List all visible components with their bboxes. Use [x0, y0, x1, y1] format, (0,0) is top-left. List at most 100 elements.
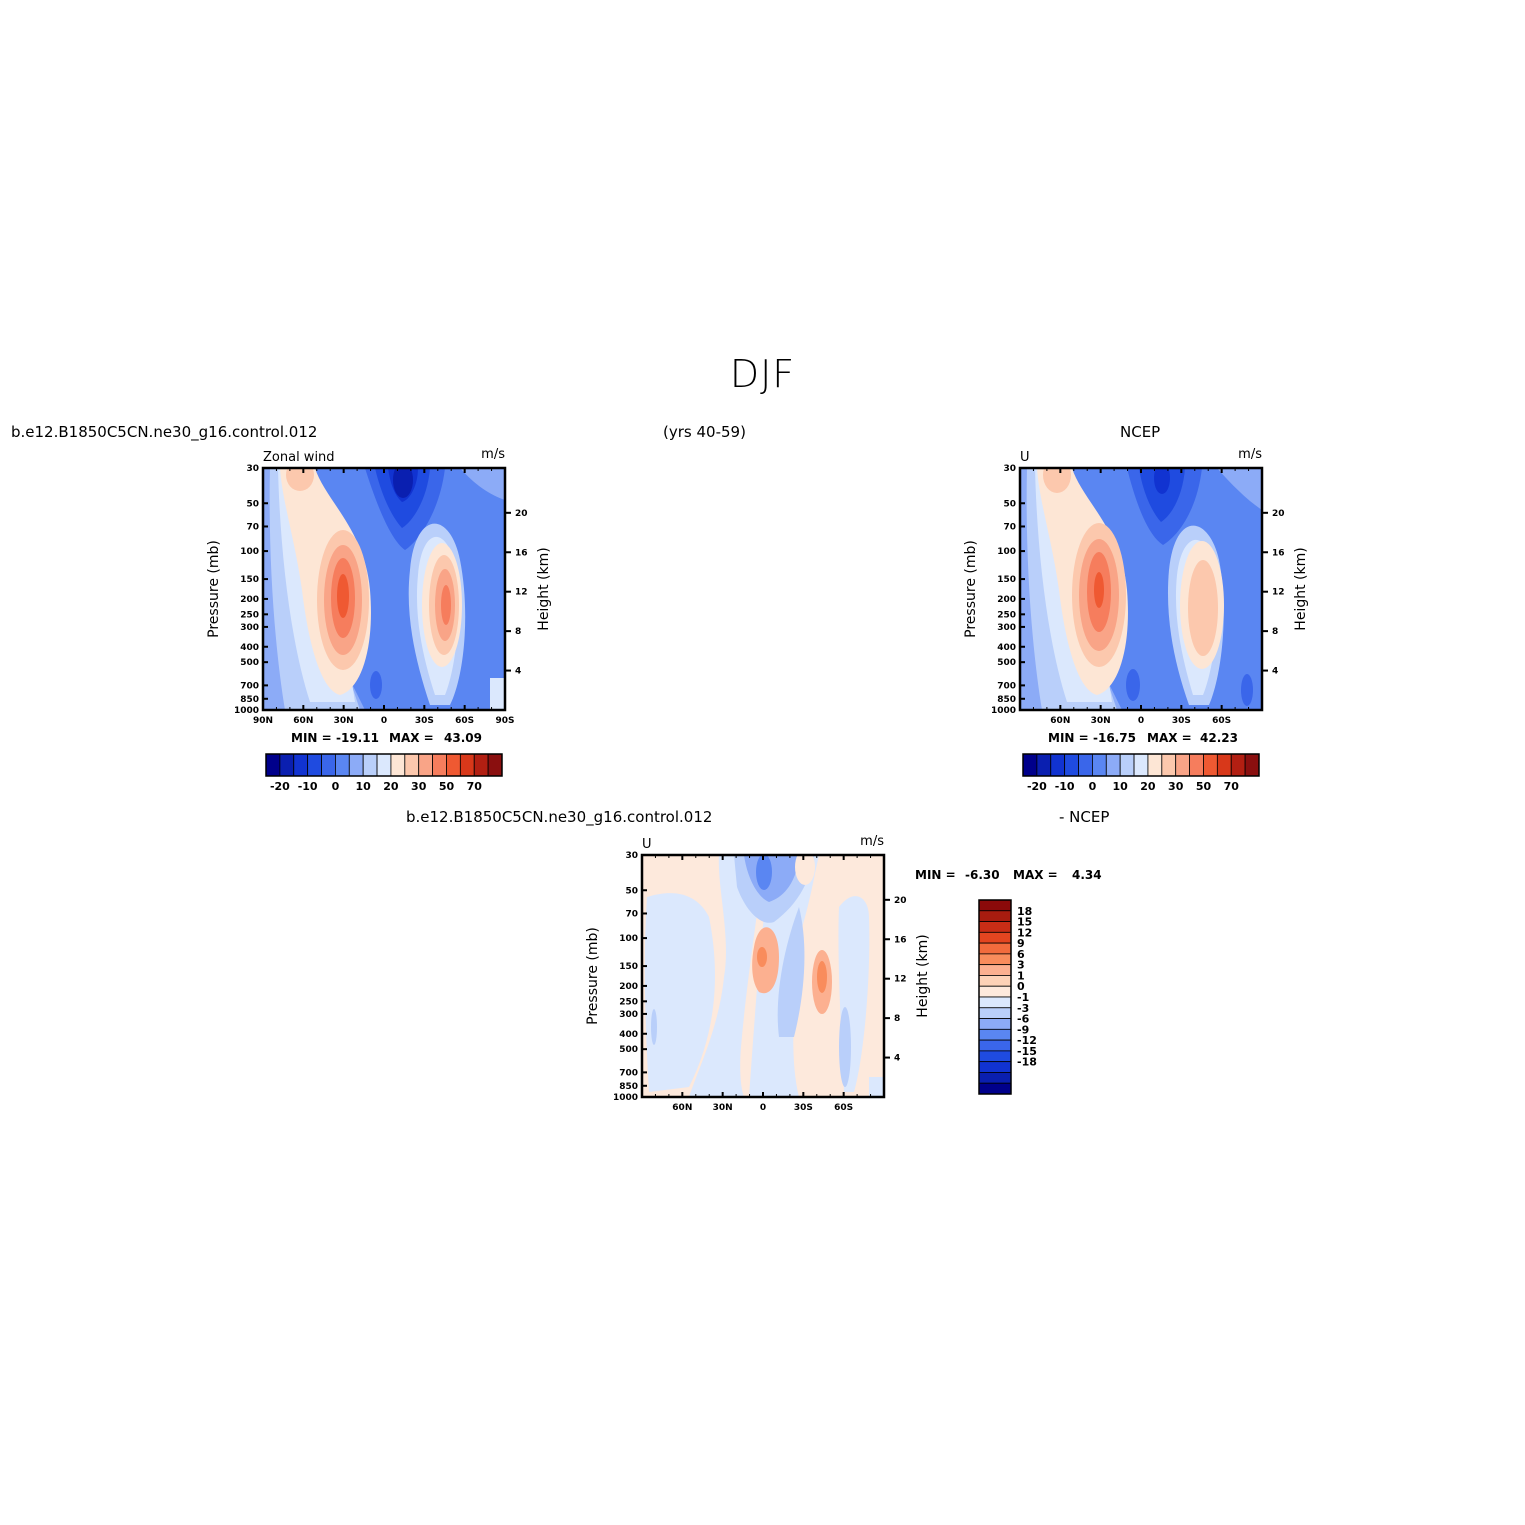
colorbar-label: -3: [1017, 1002, 1029, 1015]
colorbar-swatch: [978, 1072, 1012, 1084]
colorbar-swatch: [978, 1007, 1012, 1019]
x-tick-label: 60S: [834, 1103, 853, 1113]
colorbar-label: -18: [1017, 1056, 1037, 1069]
y2-tick-label: 8: [515, 627, 521, 637]
colorbar-swatch: [293, 753, 309, 777]
y-tick-label: 850: [619, 1082, 638, 1092]
y-tick-label: 500: [240, 658, 259, 668]
y-tick-label: 850: [240, 695, 259, 705]
colorbar-swatch: [978, 1039, 1012, 1052]
y-tick-label: 300: [619, 1010, 638, 1020]
y-tick-label: 200: [997, 595, 1016, 605]
y-tick-label: 250: [997, 610, 1016, 620]
colorbar-label: 70: [467, 780, 483, 793]
y2-tick-label: 12: [1272, 588, 1285, 598]
obs-contour-field: [1020, 468, 1262, 710]
colorbar-swatch: [978, 985, 1012, 998]
x-tick-label: 60N: [1050, 716, 1070, 726]
colorbar-label: 0: [1089, 780, 1097, 793]
colorbar-swatch: [487, 753, 503, 777]
colorbar-swatch: [1036, 753, 1052, 777]
model-contour-field: [263, 468, 505, 710]
colorbar-swatch: [978, 899, 1012, 912]
obs-y2-title: Height (km): [1293, 547, 1309, 630]
y2-tick-label: 8: [1272, 627, 1278, 637]
y-tick-label: 70: [1003, 522, 1016, 532]
colorbar-swatch: [432, 753, 447, 777]
y2-tick-label: 12: [894, 975, 907, 985]
colorbar-swatch: [321, 753, 336, 777]
x-tick-label: 30N: [334, 716, 354, 726]
y2-tick-label: 4: [894, 1054, 900, 1064]
model-min-label: MIN =: [291, 731, 332, 745]
colorbar-label: 18: [1017, 905, 1032, 918]
colorbar-label: -20: [1027, 780, 1047, 793]
colorbar-swatch: [978, 1082, 1012, 1095]
colorbar-swatch: [1244, 753, 1260, 777]
colorbar-frame: [265, 753, 503, 777]
colorbar-swatch: [265, 753, 281, 777]
colorbar-label: 9: [1017, 937, 1025, 950]
colorbar-swatch: [1078, 753, 1093, 777]
y-tick-label: 400: [619, 1030, 638, 1040]
colorbar-label: -10: [1055, 780, 1075, 793]
colorbar-swatch: [1105, 753, 1121, 777]
x-tick-label: 0: [381, 716, 387, 726]
colorbar-swatch: [1092, 753, 1107, 777]
y-tick-label: 100: [240, 547, 259, 557]
y-tick-label: 30: [625, 851, 638, 861]
colorbar-label: 10: [356, 780, 372, 793]
y-tick-label: 70: [625, 909, 638, 919]
y2-tick-label: 16: [894, 935, 907, 945]
diff-min-value: -6.30: [965, 868, 1000, 882]
colorbar-label: -10: [298, 780, 318, 793]
obs-max-value: 42.23: [1200, 731, 1238, 745]
y-tick-label: 150: [619, 962, 638, 972]
colorbar-swatch: [978, 1061, 1012, 1073]
colorbar-swatch: [473, 753, 489, 777]
colorbar-swatch: [978, 942, 1012, 955]
colorbar-swatch: [459, 753, 475, 777]
colorbar-frame: [1022, 753, 1260, 777]
colorbar-label: 12: [1017, 926, 1032, 939]
colorbar-swatch: [348, 753, 364, 777]
colorbar-swatch: [1230, 753, 1246, 777]
y-tick-label: 70: [246, 522, 259, 532]
colorbar-swatch: [307, 753, 322, 777]
colorbar-swatch: [404, 753, 420, 777]
colorbar-swatch: [978, 975, 1012, 987]
diff-min-label: MIN =: [915, 868, 956, 882]
model-chart: 90N 60N 30N 0 30S 60S 90S 30 50 70 100 150 200 250 300…: [206, 447, 552, 726]
y-tick-label: 200: [619, 982, 638, 992]
x-tick-label: 30S: [1172, 716, 1191, 726]
y2-tick-label: 20: [1272, 509, 1285, 519]
y-tick-label: 100: [997, 547, 1016, 557]
diff-contour-field: [642, 855, 884, 1097]
colorbar-label: -6: [1017, 1013, 1030, 1026]
x-tick-label: 60S: [1212, 716, 1231, 726]
diff-minus-label: - NCEP: [1059, 808, 1110, 826]
colorbar-label: 1: [1017, 969, 1025, 982]
obs-source: NCEP: [1120, 423, 1161, 441]
x-tick-label: 30N: [713, 1103, 733, 1113]
model-min-value: -19.11: [336, 731, 379, 745]
colorbar-swatch: [279, 753, 295, 777]
y-tick-label: 50: [1003, 499, 1016, 509]
y2-tick-label: 20: [515, 509, 528, 519]
y-tick-label: 250: [619, 997, 638, 1007]
colorbar-swatch: [376, 753, 392, 777]
y-tick-label: 1000: [613, 1093, 638, 1103]
model-colorbar: -20 -10 0 10 20 30 50 70: [265, 753, 503, 793]
colorbar-label: 50: [439, 780, 455, 793]
diff-y2-title: Height (km): [915, 934, 931, 1017]
colorbar-swatch: [1147, 753, 1163, 777]
colorbar-swatch: [446, 753, 461, 777]
colorbar-frame: [978, 899, 1012, 1095]
colorbar-swatch: [1022, 753, 1038, 777]
y-tick-label: 50: [625, 886, 638, 896]
x-tick-label: 60N: [293, 716, 313, 726]
colorbar-swatch: [1064, 753, 1079, 777]
colorbar-swatch: [1203, 753, 1218, 777]
x-tick-label: 30S: [415, 716, 434, 726]
diff-chart: 60N 30N 0 30S 60S 30 50 70 100 150 200 250 300 400 500…: [585, 834, 931, 1113]
